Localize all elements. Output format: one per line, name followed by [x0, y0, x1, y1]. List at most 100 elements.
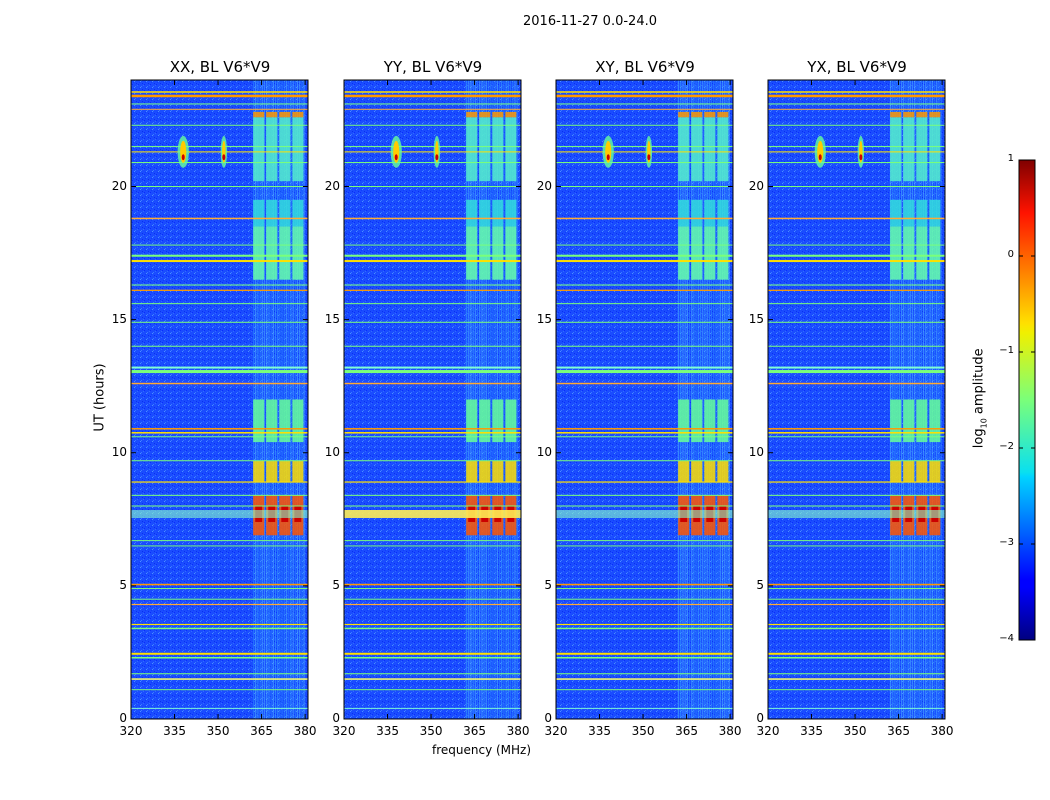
- rfi-line: [768, 505, 945, 507]
- rfi-line: [556, 583, 733, 586]
- source-spot-peak: [181, 154, 185, 161]
- rfi-block: [929, 117, 941, 182]
- rfi-block: [492, 117, 504, 182]
- rfi-column: [900, 80, 903, 719]
- rfi-line: [131, 254, 308, 257]
- rfi-line: [131, 345, 308, 347]
- rfi-line: [344, 108, 521, 110]
- rfi-line: [344, 289, 521, 291]
- y-tick-label: 10: [111, 444, 127, 459]
- rfi-line: [768, 673, 945, 675]
- rfi-block: [916, 399, 928, 443]
- rfi-line: [344, 186, 521, 187]
- rfi-line: [556, 260, 733, 263]
- broadband-line: [131, 509, 308, 518]
- rfi-line: [556, 627, 733, 630]
- rfi-block: [691, 399, 703, 443]
- colorbar-tick-label: −2: [999, 441, 1014, 452]
- rfi-line: [344, 103, 521, 105]
- rfi-block: [704, 199, 716, 227]
- rfi-line: [768, 366, 945, 369]
- rfi-block: [916, 226, 928, 280]
- rfi-block: [717, 399, 729, 443]
- rfi-line: [768, 146, 945, 148]
- rfi-column: [490, 80, 492, 719]
- rfi-block: [253, 399, 265, 443]
- panel-2: [343, 79, 522, 720]
- x-tick-label: 365: [675, 724, 699, 738]
- rfi-line: [768, 260, 945, 263]
- rfi-line: [131, 103, 308, 105]
- panel-title: YY, BL V6*V9: [383, 58, 483, 76]
- x-tick-label: 335: [588, 724, 611, 738]
- rfi-line: [131, 260, 308, 263]
- y-tick-label: 15: [111, 311, 127, 326]
- panel-title: XX, BL V6*V9: [169, 58, 271, 76]
- x-tick-label: 320: [756, 724, 780, 738]
- rfi-block: [890, 460, 902, 483]
- y-tick-label: 15: [324, 311, 340, 326]
- rfi-line: [344, 345, 521, 347]
- y-tick-label: 0: [544, 711, 552, 725]
- rfi-line: [768, 284, 945, 286]
- x-axis-label: frequency (MHz): [432, 743, 532, 757]
- rfi-block: [492, 226, 504, 280]
- rfi-line: [344, 321, 521, 323]
- rfi-block: [279, 460, 291, 483]
- rfi-block: [890, 117, 902, 182]
- colorbar-tick-label: 1: [1007, 153, 1014, 164]
- rfi-line: [131, 673, 308, 675]
- rfi-line: [344, 673, 521, 675]
- broadband-line: [344, 509, 521, 518]
- rfi-line: [768, 627, 945, 630]
- rfi-line: [556, 254, 733, 257]
- rfi-line: [131, 321, 308, 323]
- rfi-line: [344, 460, 521, 462]
- rfi-line: [556, 673, 733, 675]
- rfi-line: [344, 146, 521, 148]
- rfi-line: [344, 545, 521, 547]
- rfi-line: [556, 186, 733, 187]
- x-tick-label: 380: [930, 724, 954, 738]
- rfi-line: [768, 254, 945, 257]
- colorbar-tick-label: −3: [999, 537, 1014, 548]
- rfi-line: [768, 689, 945, 691]
- rfi-block: [890, 226, 902, 280]
- rfi-block: [704, 117, 716, 182]
- rfi-block: [466, 399, 478, 443]
- rfi-line: [768, 652, 945, 655]
- colorbar-label-main: log: [971, 428, 987, 449]
- rfi-line: [556, 124, 733, 126]
- rfi-line: [131, 370, 308, 374]
- rfi-block: [466, 460, 478, 483]
- rfi-block: [678, 117, 690, 182]
- x-tick-label: 320: [544, 724, 568, 738]
- y-tick-label: 5: [756, 577, 764, 592]
- y-tick-label: 10: [536, 444, 552, 459]
- rfi-line: [556, 603, 733, 606]
- rfi-block: [266, 111, 278, 118]
- rfi-line: [556, 103, 733, 105]
- rfi-line: [768, 583, 945, 586]
- source-spot-core: [393, 140, 400, 163]
- rfi-line: [768, 707, 945, 709]
- rfi-block: [479, 199, 491, 227]
- rfi-line: [131, 598, 308, 600]
- rfi-block: [929, 399, 941, 443]
- rfi-line: [131, 603, 308, 606]
- rfi-block: [916, 460, 928, 483]
- rfi-line: [768, 428, 945, 430]
- rfi-line: [768, 494, 945, 496]
- rfi-line: [131, 436, 308, 438]
- rfi-line: [131, 588, 308, 590]
- rfi-line: [556, 366, 733, 369]
- rfi-column: [516, 80, 518, 719]
- colorbar-label: log10 amplitude: [972, 348, 989, 448]
- rfi-line: [556, 494, 733, 496]
- rfi-line: [131, 91, 308, 93]
- rfi-block: [292, 399, 304, 443]
- rfi-block: [492, 199, 504, 227]
- rfi-block: [929, 199, 941, 227]
- rfi-block: [279, 117, 291, 182]
